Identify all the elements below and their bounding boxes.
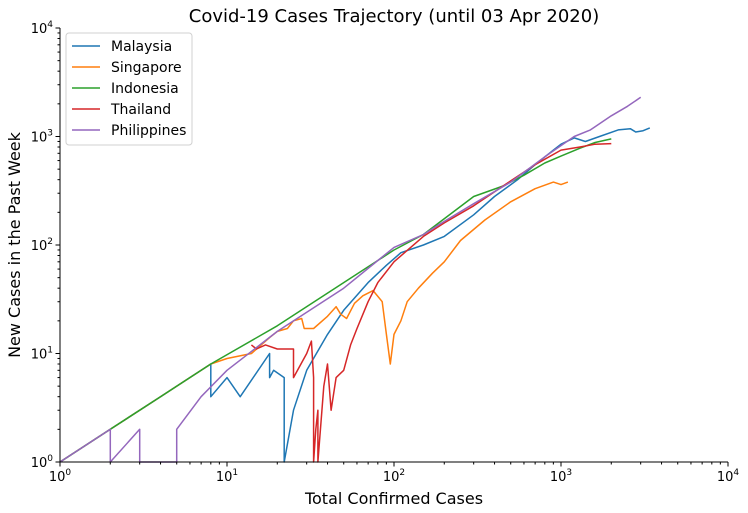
y-tick-label: 101 (31, 346, 53, 363)
series-line-0 (59, 127, 651, 463)
x-tick-label: 103 (550, 468, 572, 485)
series-line-4 (59, 96, 642, 463)
legend-box (65, 32, 193, 146)
series-line-2 (59, 138, 612, 463)
chart-title: Covid-19 Cases Trajectory (until 03 Apr … (189, 6, 599, 27)
y-tick-label: 102 (31, 237, 53, 254)
y-axis-title: New Cases in the Past Week (5, 131, 24, 358)
y-tick-label: 104 (31, 20, 54, 37)
x-axis-title: Total Confirmed Cases (304, 489, 483, 508)
legend-label-3: Thailand (110, 102, 171, 118)
legend-label-0: Malaysia (111, 39, 172, 55)
legend: Malaysia Singapore Indonesia Thailand Philip… (65, 32, 193, 146)
x-tick-label: 104 (717, 468, 740, 485)
x-tick-label: 101 (216, 468, 238, 485)
y-ticks: 100 101 102 103 104 (31, 20, 60, 471)
series-layer (59, 96, 651, 463)
legend-label-4: Philippines (111, 123, 186, 139)
x-tick-label: 100 (49, 468, 72, 485)
y-tick-label: 103 (31, 129, 53, 146)
legend-label-1: Singapore (111, 60, 182, 76)
legend-label-2: Indonesia (111, 81, 179, 97)
x-tick-label: 102 (383, 468, 405, 485)
x-ticks: 100 101 102 103 104 (49, 462, 740, 485)
y-tick-label: 100 (31, 454, 54, 471)
series-line-3 (250, 142, 612, 463)
